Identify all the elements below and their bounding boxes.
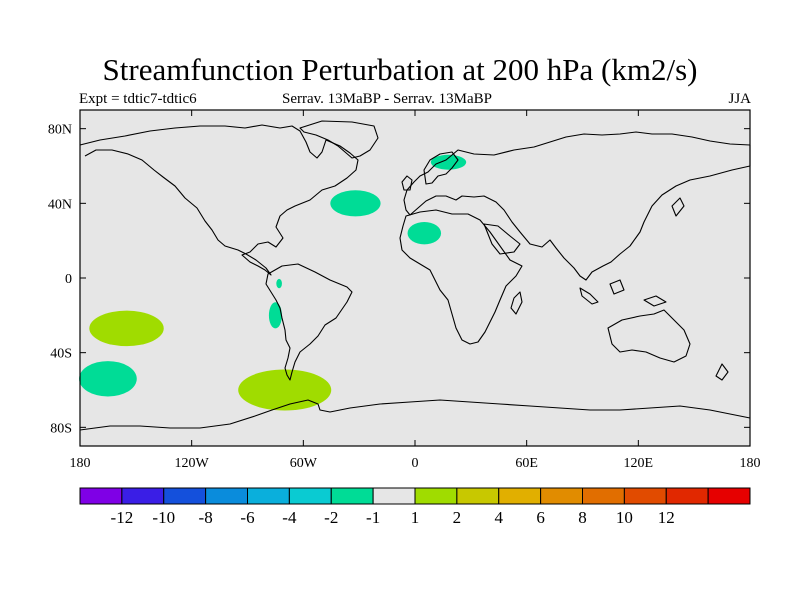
anomaly-region-5 [330, 190, 381, 217]
coastlines [79, 120, 751, 431]
coastline-new-guinea [643, 295, 667, 307]
colorbar-label-13: 12 [658, 508, 675, 527]
experiment-label: Expt = tdtic7-tdtic6 [79, 91, 197, 107]
colorbar-label-6: -1 [366, 508, 380, 527]
lon-tick-label-3: 0 [412, 456, 419, 471]
anomaly-region-1 [79, 361, 137, 397]
coastline-borneo [609, 279, 625, 295]
coastline-sumatra [579, 287, 599, 305]
coastline-africa [399, 209, 523, 345]
colorbar-box-11 [540, 487, 583, 505]
coastline-arabia [483, 223, 521, 255]
anomaly-region-3 [268, 302, 282, 329]
colorbar-box-10 [498, 487, 542, 505]
colorbar-box-15 [707, 487, 751, 505]
colorbar-label-12: 10 [616, 508, 633, 527]
colorbar-box-2 [163, 487, 207, 505]
coastline-japan [671, 197, 685, 217]
colorbar-label-8: 2 [453, 508, 462, 527]
anomaly-region-2 [238, 369, 332, 411]
colorbar-label-4: -4 [282, 508, 297, 527]
colorbar-label-7: 1 [411, 508, 420, 527]
lon-tick-label-2: 60W [290, 456, 318, 471]
lat-tick-label-4: 80S [50, 421, 72, 436]
lat-tick-label-3: 40S [50, 347, 72, 362]
colorbar-box-14 [665, 487, 709, 505]
colorbar-box-3 [205, 487, 248, 505]
colorbar-label-1: -10 [152, 508, 175, 527]
lon-tick-label-0: 180 [70, 456, 91, 471]
coastline-north-america [79, 124, 359, 276]
coastline-greenland [299, 120, 379, 159]
axis-ticks: 180 120W 60W 0 60E 120E 180 80N 40N 0 40S 80S [48, 110, 761, 471]
lon-tick-label-1: 120W [175, 456, 210, 471]
colorbar-box-1 [121, 487, 165, 505]
coastline-australia [607, 309, 691, 363]
colorbar: -12 -10 -8 -6 -4 -2 -1 1 2 4 6 8 10 12 [79, 487, 751, 527]
colorbar-label-2: -8 [199, 508, 213, 527]
case-label: Serrav. 13MaBP - Serrav. 13MaBP [282, 91, 492, 107]
colorbar-box-13 [623, 487, 667, 505]
colorbar-box-9 [456, 487, 500, 505]
colorbar-box-4 [247, 487, 290, 505]
lon-tick-label-4: 60E [515, 456, 538, 471]
anomaly-region-7 [430, 154, 467, 170]
colorbar-box-5 [288, 487, 332, 505]
season-label: JJA [728, 91, 751, 107]
map-background [80, 110, 750, 446]
colorbar-label-10: 6 [536, 508, 545, 527]
lat-tick-label-1: 40N [48, 197, 72, 212]
plot-title: Streamfunction Perturbation at 200 hPa (… [102, 52, 698, 87]
colorbar-label-5: -2 [324, 508, 338, 527]
coastline-antarctica [79, 399, 751, 431]
colorbar-box-7 [372, 487, 416, 505]
coastline-scandinavia [423, 151, 459, 185]
lon-tick-label-5: 120E [624, 456, 654, 471]
coastline-british-isles [401, 175, 413, 191]
colorbar-box-8 [414, 487, 458, 505]
colorbar-box-6 [330, 487, 374, 505]
colorbar-box-12 [582, 487, 625, 505]
lon-tick-label-6: 180 [740, 456, 761, 471]
colorbar-label-3: -6 [240, 508, 254, 527]
coastline-new-zealand [715, 363, 729, 381]
colorbar-label-11: 8 [578, 508, 587, 527]
coastline-eurasia [403, 131, 751, 281]
coastline-south-america [265, 263, 353, 381]
lat-tick-label-0: 80N [48, 123, 72, 138]
colorbar-label-0: -12 [111, 508, 134, 527]
anomaly-region-0 [89, 310, 164, 347]
anomaly-region-6 [407, 222, 442, 245]
colorbar-box-0 [79, 487, 123, 505]
coastline-madagascar [510, 291, 523, 315]
colorbar-label-9: 4 [495, 508, 504, 527]
anomaly-region-4 [276, 278, 282, 289]
lat-tick-label-2: 0 [65, 272, 72, 287]
